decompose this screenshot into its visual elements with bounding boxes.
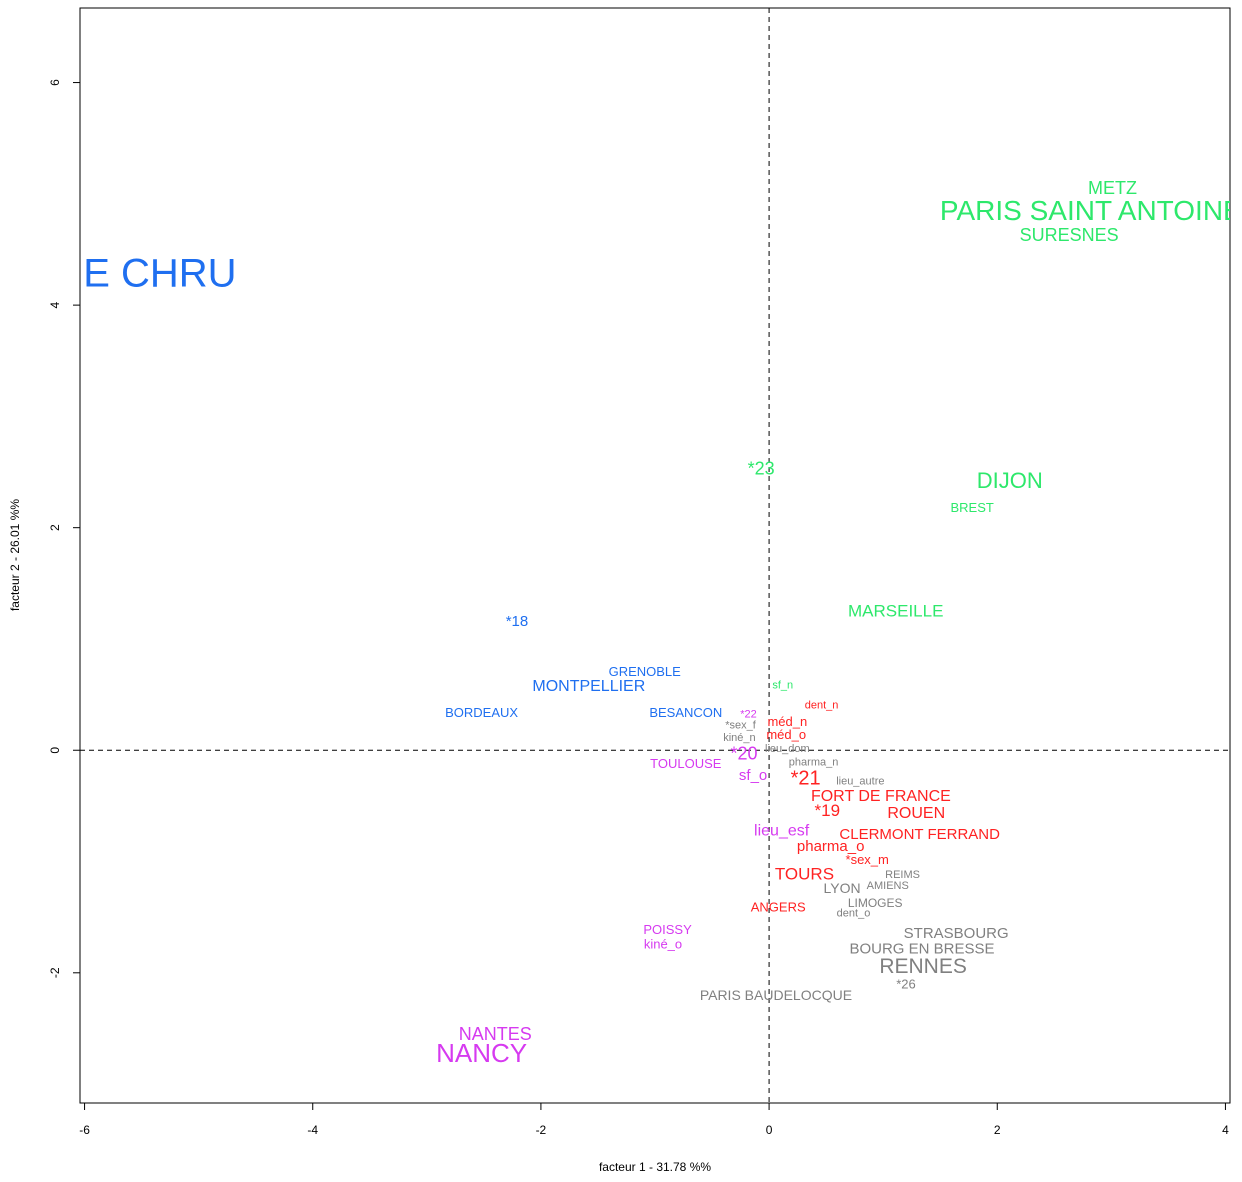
point-label: MONTPELLIER bbox=[532, 678, 645, 695]
point-label: *21 bbox=[791, 767, 821, 789]
x-tick-label: -4 bbox=[307, 1123, 318, 1137]
point-label: TOURS bbox=[775, 864, 834, 883]
x-tick-label: -2 bbox=[536, 1123, 547, 1137]
y-axis-label: facteur 2 - 26.01 %% bbox=[8, 499, 22, 611]
point-label: PARIS BAUDELOCQUE bbox=[700, 987, 852, 1003]
point-label: METZ bbox=[1088, 178, 1137, 198]
point-label: ANGERS bbox=[751, 900, 806, 915]
point-label: LIMOGES bbox=[848, 896, 903, 910]
point-label: AMIENS bbox=[867, 880, 909, 892]
point-label: *sex_m bbox=[846, 852, 889, 867]
point-label: FORT DE FRANCE bbox=[811, 788, 951, 805]
point-label: BREST bbox=[950, 500, 993, 515]
point-label: TOULOUSE bbox=[650, 756, 722, 771]
point-label: MARSEILLE bbox=[848, 602, 943, 621]
point-label: lieu_esf bbox=[754, 823, 810, 840]
point-label: BORDEAUX bbox=[445, 705, 518, 720]
point-label: BOURG EN BRESSE bbox=[849, 940, 994, 957]
point-label: POISSY bbox=[643, 922, 692, 937]
x-tick-label: 0 bbox=[766, 1123, 773, 1137]
point-label: pharma_n bbox=[789, 756, 839, 768]
point-label: PARIS SAINT ANTOINE bbox=[940, 195, 1242, 226]
point-label: *23 bbox=[748, 459, 775, 479]
point-label: CLERMONT FERRAND bbox=[839, 826, 1000, 843]
x-axis-label: facteur 1 - 31.78 %% bbox=[599, 1160, 711, 1174]
point-label: GRENOBLE bbox=[609, 664, 682, 679]
x-tick-label: -6 bbox=[79, 1123, 90, 1137]
point-label: lieu_dom bbox=[765, 743, 810, 755]
x-tick-label: 2 bbox=[994, 1123, 1001, 1137]
point-label: *20 bbox=[730, 743, 757, 763]
point-label: SURESNES bbox=[1020, 225, 1119, 245]
point-label: ROUEN bbox=[887, 805, 945, 822]
point-label: pharma_o bbox=[797, 838, 865, 855]
x-tick-label: 4 bbox=[1222, 1123, 1229, 1137]
point-label: *26 bbox=[896, 976, 916, 991]
y-tick-label: 6 bbox=[48, 79, 62, 86]
y-tick-label: 0 bbox=[48, 747, 62, 754]
point-label: *22 bbox=[740, 709, 757, 721]
point-label: *sex_f bbox=[725, 720, 757, 732]
point-label: méd_n bbox=[767, 714, 807, 729]
y-tick-label: 2 bbox=[48, 524, 62, 531]
point-label: STRASBOURG bbox=[904, 925, 1009, 942]
point-label: BESANCON bbox=[649, 705, 722, 720]
point-label: E CHRU bbox=[83, 252, 236, 296]
y-tick-label: -2 bbox=[48, 967, 62, 978]
point-label: *18 bbox=[506, 613, 529, 630]
point-label: sf_o bbox=[739, 767, 767, 784]
point-label: *19 bbox=[815, 801, 841, 820]
point-label: NANCY bbox=[436, 1038, 527, 1068]
point-label: RENNES bbox=[879, 955, 967, 978]
point-label: NANTES bbox=[459, 1024, 532, 1044]
point-label: lieu_autre bbox=[836, 775, 884, 787]
point-label: dent_o bbox=[837, 908, 871, 920]
point-label: LYON bbox=[824, 880, 861, 896]
point-label: dent_n bbox=[805, 700, 839, 712]
point-label: kiné_o bbox=[644, 936, 682, 951]
point-label: REIMS bbox=[885, 869, 920, 881]
point-label: kiné_n bbox=[723, 732, 755, 744]
y-tick-label: 4 bbox=[48, 301, 62, 308]
plot-frame bbox=[79, 7, 1231, 1104]
point-label: méd_o bbox=[766, 727, 806, 742]
point-label: DIJON bbox=[977, 468, 1043, 493]
point-label: sf_n bbox=[772, 680, 793, 692]
